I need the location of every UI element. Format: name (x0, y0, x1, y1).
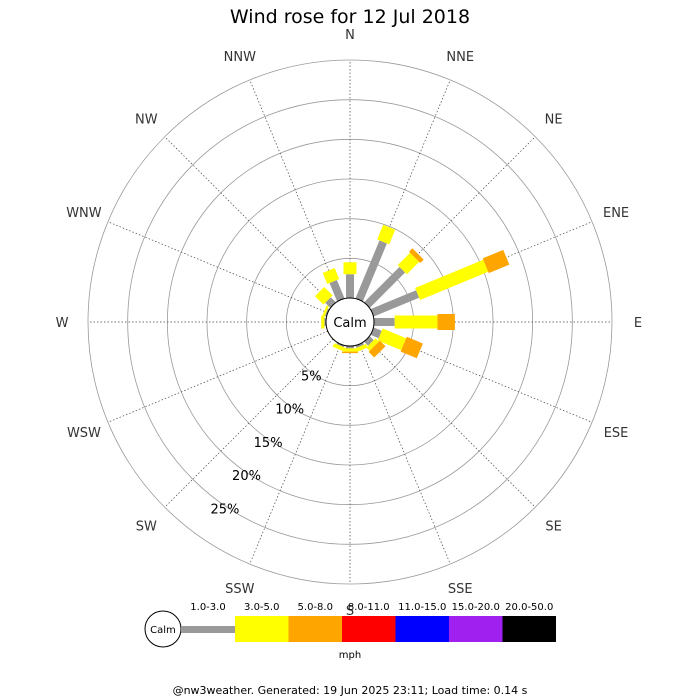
legend-calm-label: Calm (150, 625, 176, 636)
grid-ring (127, 99, 573, 545)
grid-ring (87, 59, 613, 585)
legend-swatch-3 (342, 616, 396, 642)
footer-text: @nw3weather. Generated: 19 Jun 2025 23:1… (173, 684, 528, 697)
bar-nnw-bin-0 (329, 280, 345, 302)
bar-ne-bin-0 (364, 266, 406, 308)
legend-label-5: 15.0-20.0 (452, 602, 500, 613)
spoke-se (366, 338, 536, 508)
percent-label-15: 15% (254, 436, 283, 451)
chart-title: Wind rose for 12 Jul 2018 (230, 6, 470, 28)
bar-ne-bin-1 (397, 252, 420, 275)
direction-label-sw: SW (136, 520, 157, 535)
calm-label: Calm (333, 316, 366, 331)
percent-label-5: 5% (301, 369, 322, 384)
direction-label-ne: NE (545, 112, 563, 127)
bar-ssw-bin-0 (336, 342, 345, 348)
legend: Calm 1.0-3.0 3.0-5.0 5.0-8.0 8.0-11.0 11.0-1… (144, 602, 556, 661)
legend-label-3: 8.0-11.0 (348, 602, 390, 613)
direction-label-nne: NNE (446, 50, 474, 65)
bar-ssw-bin-1 (332, 343, 347, 352)
bar-s-bin-1 (343, 348, 357, 352)
bar-wnw-bin-0 (324, 308, 330, 317)
percent-label-10: 10% (275, 403, 304, 418)
legend-label-4: 11.0-15.0 (398, 602, 446, 613)
bar-ese-bin-1 (377, 328, 407, 351)
bar-nw-bin-1 (315, 287, 333, 305)
direction-label-s: S (346, 604, 354, 619)
bar-ene-bin-0 (370, 290, 420, 317)
spoke-nnw (249, 79, 342, 300)
spoke-sw (164, 338, 334, 508)
direction-label-nw: NW (135, 112, 158, 127)
bar-ne-bin-2 (409, 248, 424, 263)
bar-se-bin-0 (364, 336, 374, 346)
legend-swatch-4 (395, 616, 449, 642)
percent-labels: 5% 10% 15% 20% 25% (210, 369, 321, 517)
spoke-sse (358, 344, 451, 565)
legend-swatch-6 (502, 616, 556, 642)
bar-e-bin-0 (374, 318, 395, 326)
bar-s-bin-2 (342, 351, 358, 354)
spoke-nw (164, 136, 334, 306)
bar-e-bin-2 (437, 314, 455, 330)
direction-label-w: W (56, 316, 69, 331)
direction-label-ene: ENE (603, 206, 629, 221)
bar-se-bin-1 (366, 338, 379, 351)
legend-label-1: 3.0-5.0 (244, 602, 279, 613)
bar-sse-bin-0 (355, 342, 364, 348)
direction-label-se: SE (545, 520, 561, 535)
direction-label-wsw: WSW (67, 426, 101, 441)
percent-label-20: 20% (232, 469, 261, 484)
direction-label-nnw: NNW (224, 50, 256, 65)
bar-ese-bin-2 (400, 336, 423, 359)
bar-ese-bin-0 (370, 327, 382, 339)
bar-wnw-bin-1 (321, 305, 329, 319)
percent-label-25: 25% (210, 502, 239, 517)
direction-label-sse: SSE (448, 582, 473, 597)
bar-se-bin-2 (368, 340, 386, 358)
legend-swatch-1 (235, 616, 289, 642)
bar-nne-bin-1 (377, 224, 396, 245)
bar-ene-bin-2 (482, 249, 510, 274)
legend-label-0: 1.0-3.0 (190, 602, 225, 613)
spoke-ssw (249, 344, 342, 565)
spoke-wnw (107, 221, 328, 314)
calm-circle: Calm (325, 297, 375, 347)
bar-n-bin-1 (343, 262, 357, 275)
direction-label-n: N (345, 28, 355, 43)
legend-swatch-2 (288, 616, 342, 642)
bar-s-bin-0 (346, 346, 354, 349)
legend-swatch-0 (181, 626, 235, 633)
direction-label-ese: ESE (604, 426, 629, 441)
direction-labels: N NNE NE ENE E ESE SE SSE S SSW SW WSW W WNW NW NNW (56, 28, 643, 619)
legend-unit: mph (339, 650, 361, 661)
bar-w-bin-1 (321, 315, 325, 329)
legend-label-6: 20.0-50.0 (505, 602, 553, 613)
bar-nne-bin-0 (355, 240, 387, 302)
spoke-wsw (107, 330, 328, 423)
direction-label-wnw: WNW (66, 206, 102, 221)
bar-sse-bin-1 (354, 343, 368, 353)
direction-label-ssw: SSW (225, 582, 255, 597)
wind-bars (315, 224, 510, 359)
bar-nnw-bin-1 (322, 268, 340, 284)
legend-swatch-5 (449, 616, 503, 642)
bar-n-bin-0 (346, 274, 354, 298)
bar-e-bin-1 (394, 315, 438, 329)
bar-ene-bin-1 (415, 259, 489, 300)
bar-nw-bin-0 (325, 297, 336, 308)
direction-label-e: E (634, 316, 642, 331)
legend-label-2: 5.0-8.0 (298, 602, 333, 613)
